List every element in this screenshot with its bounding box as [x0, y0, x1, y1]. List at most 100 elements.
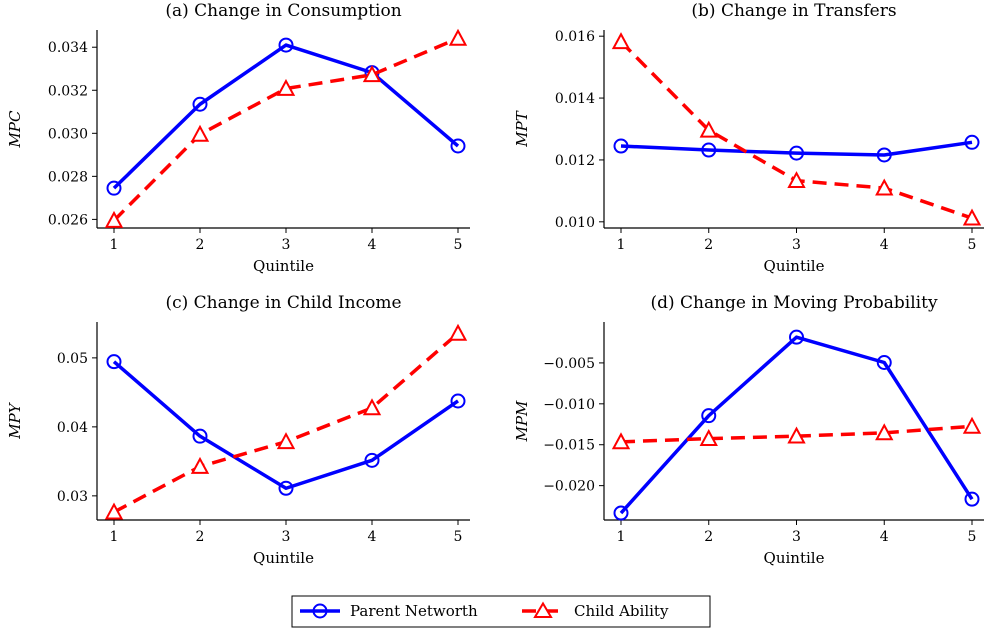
legend-label-parent-networth: Parent Networth — [350, 602, 478, 620]
data-point-child-ability — [104, 502, 124, 520]
y-tick-label: −0.020 — [543, 479, 595, 495]
x-tick-label: 2 — [704, 237, 713, 253]
y-axis-label: MPT — [513, 110, 531, 147]
y-tick-label: 0.030 — [48, 126, 88, 142]
x-tick-label: 1 — [617, 237, 626, 253]
series-line-parent-networth — [112, 360, 459, 491]
x-tick-label: 3 — [282, 529, 291, 545]
y-tick-label: −0.005 — [543, 356, 595, 372]
y-tick-label: 0.05 — [57, 351, 88, 367]
data-point-child-ability — [787, 426, 806, 444]
series-line-child-ability — [620, 424, 973, 444]
legend-marker-parent-networth — [312, 603, 328, 619]
data-point-child-ability — [362, 398, 382, 416]
x-tick-label: 1 — [617, 529, 626, 545]
x-tick-label: 1 — [110, 529, 119, 545]
y-tick-label: −0.015 — [543, 438, 595, 454]
series-line-parent-networth — [619, 335, 974, 515]
data-point-child-ability — [611, 32, 631, 50]
data-point-child-ability — [448, 28, 468, 46]
y-axis-label: MPY — [6, 401, 24, 439]
panel-title: (b) Change in Transfers — [691, 1, 896, 21]
y-tick-label: 0.03 — [57, 489, 88, 505]
data-point-parent-networth — [364, 452, 380, 468]
series-line-parent-networth — [620, 140, 973, 157]
data-point-child-ability — [962, 208, 982, 226]
x-tick-label: 2 — [196, 237, 205, 253]
y-tick-label: 0.012 — [555, 153, 595, 169]
x-tick-label: 4 — [368, 237, 377, 253]
data-point-parent-networth — [964, 491, 980, 507]
y-tick-label: 0.016 — [555, 29, 595, 45]
x-axis-label: Quintile — [764, 549, 825, 567]
legend: Parent Networth Child Ability — [291, 595, 711, 628]
data-point-parent-networth — [278, 37, 294, 53]
data-point-child-ability — [699, 428, 718, 446]
x-tick-label: 2 — [196, 529, 205, 545]
series-line-child-ability — [113, 332, 460, 514]
x-tick-label: 4 — [880, 237, 889, 253]
x-axis-label: Quintile — [253, 549, 314, 567]
panel-1: (a) Change in Consumption 1 2 3 4 5 Quintile 0.… — [6, 1, 470, 275]
x-tick-label: 3 — [792, 237, 801, 253]
data-point-child-ability — [962, 416, 982, 434]
data-point-child-ability — [104, 210, 124, 228]
x-tick-label: 4 — [880, 529, 889, 545]
data-point-parent-networth — [278, 480, 294, 496]
data-point-child-ability — [787, 171, 806, 189]
data-point-child-ability — [875, 423, 894, 441]
legend-marker-child-ability — [533, 601, 553, 618]
data-point-parent-networth — [192, 428, 208, 444]
x-tick-label: 1 — [110, 237, 119, 253]
x-axis-label: Quintile — [764, 257, 825, 275]
panel-4: (d) Change in Moving Probability 1 2 3 4 5 Qui… — [513, 293, 984, 567]
series-line-child-ability — [112, 36, 459, 222]
y-tick-label: 0.026 — [48, 212, 88, 228]
y-tick-label: 0.014 — [555, 91, 595, 107]
data-point-parent-networth — [701, 408, 717, 424]
y-axis-label: MPC — [6, 110, 24, 148]
data-point-parent-networth — [613, 505, 629, 521]
data-point-child-ability — [611, 432, 631, 450]
y-axis-label: MPM — [513, 400, 531, 442]
y-tick-label: 0.010 — [555, 215, 595, 231]
x-tick-label: 5 — [968, 529, 977, 545]
y-tick-label: 0.032 — [48, 83, 88, 99]
y-tick-label: −0.010 — [543, 397, 595, 413]
panel-title: (d) Change in Moving Probability — [650, 293, 937, 313]
data-point-parent-networth — [876, 355, 892, 370]
data-point-parent-networth — [106, 354, 122, 370]
data-point-child-ability — [276, 78, 296, 96]
data-point-parent-networth — [789, 329, 804, 345]
y-tick-label: 0.034 — [48, 40, 88, 56]
legend-frame — [291, 595, 711, 628]
data-point-child-ability — [190, 124, 210, 142]
x-tick-label: 5 — [968, 237, 977, 253]
data-point-child-ability — [276, 432, 296, 450]
x-tick-label: 2 — [704, 529, 713, 545]
data-point-child-ability — [875, 178, 894, 196]
data-point-parent-networth — [701, 142, 717, 158]
panel-2: (b) Change in Transfers 1 2 3 4 5 Quintile 0.01… — [513, 1, 984, 275]
x-tick-label: 3 — [792, 529, 801, 545]
y-tick-label: 0.04 — [57, 420, 88, 436]
x-tick-label: 3 — [282, 237, 291, 253]
data-point-parent-networth — [450, 393, 466, 409]
y-tick-label: 0.028 — [48, 169, 88, 185]
panel-3: (c) Change in Child Income 1 2 3 4 5 Quintile 0… — [6, 293, 470, 567]
data-point-parent-networth — [964, 134, 980, 150]
data-point-child-ability — [699, 120, 718, 138]
x-tick-label: 5 — [454, 529, 463, 545]
data-point-child-ability — [448, 323, 468, 341]
data-point-parent-networth — [106, 180, 122, 196]
legend-label-child-ability: Child Ability — [574, 602, 669, 620]
data-point-child-ability — [190, 456, 210, 474]
series-line-child-ability — [619, 40, 973, 220]
panel-title: (c) Change in Child Income — [165, 293, 401, 313]
data-point-child-ability — [362, 65, 382, 83]
panel-title: (a) Change in Consumption — [165, 1, 401, 21]
data-point-parent-networth — [789, 145, 804, 161]
series-line-parent-networth — [112, 43, 460, 190]
x-tick-label: 5 — [454, 237, 463, 253]
